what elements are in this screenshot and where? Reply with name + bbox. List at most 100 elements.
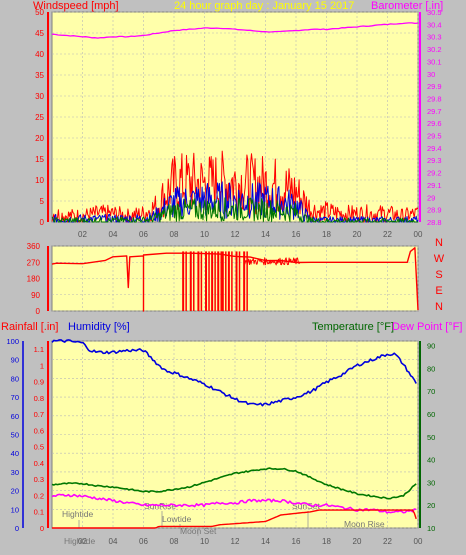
- temperature-tick-label: 20: [427, 501, 435, 510]
- humidity-tick-label: 80: [11, 374, 19, 383]
- humidity-tick-label: 90: [11, 356, 19, 365]
- wind-tick-label: 45: [35, 29, 44, 38]
- rainfall-tick-label: 0.9: [34, 378, 44, 387]
- barometer-tick-label: 30.4: [427, 20, 442, 29]
- rainfall-series: [52, 509, 417, 529]
- lower-x-tick-label: 00: [414, 537, 423, 546]
- rainfall-tick-label: 0.3: [34, 475, 44, 484]
- humidity-tick-label: 100: [6, 337, 19, 346]
- humidity-series: [51, 339, 417, 407]
- event-annotation: Moon Set: [180, 526, 217, 536]
- direction-tick-label: 360: [27, 242, 41, 251]
- temperature-tick-label: 10: [427, 524, 435, 533]
- compass-label: S: [435, 269, 442, 281]
- barometer-tick-label: 29.6: [427, 119, 442, 128]
- wind-axis-label: Windspeed [mph]: [33, 0, 119, 12]
- event-annotation: SunSet: [292, 501, 321, 511]
- humidity-tick-label: 70: [11, 393, 19, 402]
- lower-x-tick-label: 06: [139, 537, 148, 546]
- barometer-tick-label: 28.9: [427, 206, 442, 215]
- barometer-tick-label: 29.3: [427, 156, 442, 165]
- wind-x-tick-label: 10: [200, 230, 209, 239]
- temperature-tick-label: 70: [427, 387, 435, 396]
- event-annotation: Moon Rise: [344, 519, 385, 529]
- wind-x-tick-label: 22: [383, 230, 392, 239]
- lower-x-tick-label: 08: [170, 537, 179, 546]
- rainfall-tick-label: 0.5: [34, 443, 44, 452]
- temperature-series: [51, 467, 417, 500]
- humidity-tick-label: 10: [11, 505, 19, 514]
- lower-x-tick-label: 16: [292, 537, 301, 546]
- lower-x-tick-label: 04: [109, 537, 118, 546]
- humidity-tick-label: 50: [11, 431, 19, 440]
- wind-tick-label: 40: [35, 50, 44, 59]
- wind-series-green: [51, 197, 418, 223]
- direction-tick-label: 0: [36, 307, 41, 316]
- event-annotation: Hightide: [62, 509, 93, 519]
- barometer-tick-label: 30.3: [427, 33, 442, 42]
- lower-x-tick-label: 18: [322, 537, 331, 546]
- wind-x-tick-label: 20: [353, 230, 362, 239]
- humidity-tick-label: 0: [15, 524, 19, 533]
- wind-x-tick-label: 16: [292, 230, 301, 239]
- lower-x-tick-label: 14: [261, 537, 270, 546]
- rainfall-tick-label: 0.4: [34, 459, 44, 468]
- direction-tick-label: 180: [27, 275, 41, 284]
- wind-x-tick-label: 02: [78, 230, 87, 239]
- humidity-tick-label: 30: [11, 468, 19, 477]
- wind-x-tick-label: 08: [170, 230, 179, 239]
- wind-series-red: [51, 150, 419, 223]
- barometer-tick-label: 30.1: [427, 57, 442, 66]
- rainfall-tick-label: 0.6: [34, 426, 44, 435]
- chart-title: 24 hour graph day : January 15 2017: [174, 0, 354, 12]
- lower-x-tick-label: 20: [353, 537, 362, 546]
- temperature-tick-label: 50: [427, 433, 435, 442]
- rainfall-tick-label: 0.8: [34, 394, 44, 403]
- lower-x-tick-label: 10: [200, 537, 209, 546]
- direction-tick-label: 270: [27, 258, 41, 267]
- humidity-axis-label: Humidity [%]: [68, 321, 130, 333]
- barometer-tick-label: 29.4: [427, 144, 442, 153]
- temperature-tick-label: 80: [427, 364, 435, 373]
- barometer-tick-label: 30.2: [427, 45, 442, 54]
- wind-tick-label: 30: [35, 92, 44, 101]
- wind-tick-label: 5: [40, 197, 45, 206]
- rainfall-tick-label: 1.1: [34, 345, 44, 354]
- direction-series-noisy: [243, 257, 301, 266]
- barometer-series: [51, 22, 419, 39]
- wind-tick-label: 20: [35, 134, 44, 143]
- temperature-tick-label: 60: [427, 410, 435, 419]
- rainfall-tick-label: 0.2: [34, 491, 44, 500]
- compass-label: N: [435, 301, 443, 313]
- barometer-tick-label: 29.9: [427, 82, 442, 91]
- compass-label: N: [435, 237, 443, 249]
- barometer-tick-label: 30: [427, 70, 435, 79]
- barometer-tick-label: 29.8: [427, 94, 442, 103]
- barometer-axis-label: Barometer [.in]: [371, 0, 443, 12]
- wind-x-tick-label: 14: [261, 230, 270, 239]
- rainfall-axis-label: Rainfall [.in]: [1, 321, 58, 333]
- rainfall-tick-label: 0.1: [34, 508, 44, 517]
- event-annotation: SunRise: [144, 501, 176, 511]
- wind-x-tick-label: 00: [414, 230, 423, 239]
- lower-x-tick-label: 02: [78, 537, 87, 546]
- direction-tick-label: 90: [31, 291, 40, 300]
- humidity-tick-label: 20: [11, 487, 19, 496]
- barometer-tick-label: 30.5: [427, 8, 442, 17]
- wind-x-tick-label: 04: [109, 230, 118, 239]
- wind-tick-label: 35: [35, 71, 44, 80]
- barometer-tick-label: 29.2: [427, 169, 442, 178]
- wind-tick-label: 0: [40, 218, 45, 227]
- temperature-axis-label: Temperature [°F]: [312, 321, 394, 333]
- wind-tick-label: 15: [35, 155, 44, 164]
- rainfall-tick-label: 0.7: [34, 410, 44, 419]
- humidity-tick-label: 60: [11, 412, 19, 421]
- event-annotation: Hightide: [64, 536, 95, 546]
- compass-label: W: [434, 253, 445, 265]
- humidity-tick-label: 40: [11, 449, 19, 458]
- wind-x-tick-label: 18: [322, 230, 331, 239]
- lower-x-tick-label: 12: [231, 537, 240, 546]
- wind-x-tick-label: 06: [139, 230, 148, 239]
